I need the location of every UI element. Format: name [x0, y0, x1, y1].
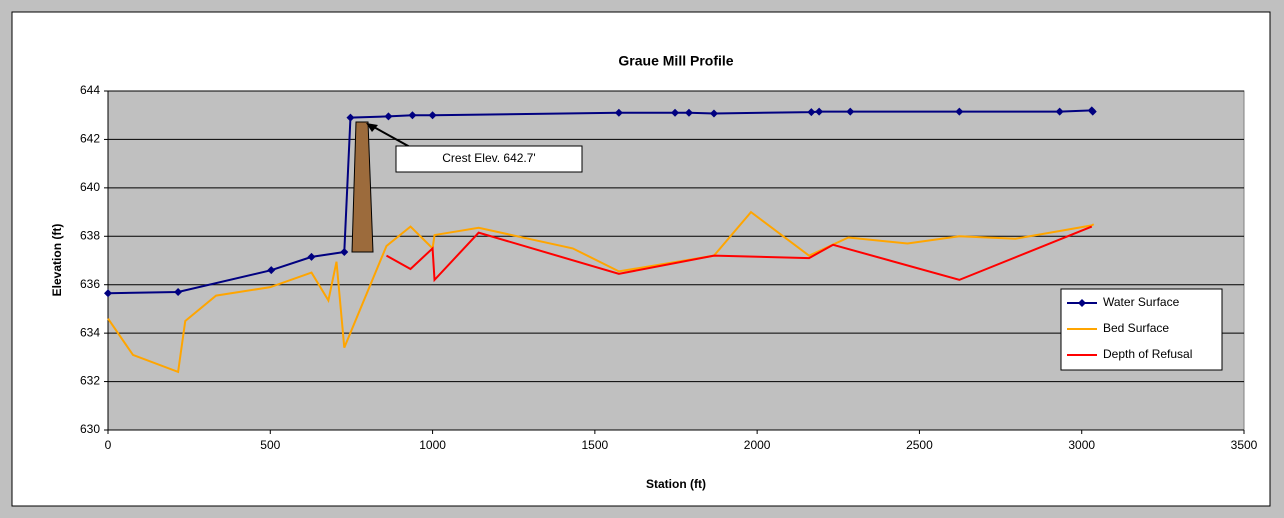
series-line — [107, 210, 1095, 374]
marker — [1055, 107, 1064, 116]
marker — [955, 107, 964, 116]
y-tick-label: 634 — [80, 325, 100, 339]
annotation: Crest Elev. 642.7' — [442, 151, 535, 165]
chart-title: Graue Mill Profile — [618, 53, 733, 69]
legend-marker — [1078, 299, 1086, 307]
y-tick-label: 636 — [80, 277, 100, 291]
arrow-head — [366, 123, 378, 132]
marker — [408, 111, 417, 120]
annotation-arrow — [371, 125, 411, 148]
x-tick-label: 1000 — [419, 438, 446, 452]
legend-label: Depth of Refusal — [1103, 347, 1192, 361]
marker — [815, 107, 824, 116]
x-tick-label: 3500 — [1231, 438, 1258, 452]
legend-label: Bed Surface — [1103, 321, 1169, 335]
marker — [267, 266, 276, 275]
y-tick-label: 642 — [80, 132, 100, 146]
grid: 630 632 634 636 638 640 642 644 0 500 1000 1500 2000… — [80, 83, 1258, 452]
x-tick-label: 0 — [105, 438, 112, 452]
y-tick-label: 644 — [80, 83, 100, 97]
x-tick-label: 500 — [260, 438, 280, 452]
series-line — [107, 109, 1094, 295]
marker — [428, 111, 437, 120]
x-tick-label: 2000 — [744, 438, 771, 452]
series — [104, 106, 1097, 374]
marker — [346, 113, 355, 122]
y-axis-label: Elevation (ft) — [50, 224, 64, 297]
plot-area — [107, 90, 1245, 431]
marker — [684, 108, 693, 117]
marker — [384, 112, 393, 121]
marker — [709, 109, 718, 118]
series-line — [385, 225, 1093, 283]
dam — [351, 121, 374, 253]
marker — [614, 108, 623, 117]
annotation-box — [395, 145, 583, 173]
marker — [846, 107, 855, 116]
x-axis-label: Station (ft) — [646, 477, 706, 491]
marker — [174, 287, 183, 296]
y-tick-label: 632 — [80, 374, 100, 388]
y-tick-label: 630 — [80, 422, 100, 436]
marker — [340, 248, 349, 257]
y-tick-label: 638 — [80, 228, 100, 242]
x-tick-label: 2500 — [906, 438, 933, 452]
x-tick-label: 3000 — [1068, 438, 1095, 452]
marker — [307, 252, 316, 261]
y-tick-label: 640 — [80, 180, 100, 194]
marker — [671, 108, 680, 117]
marker — [807, 108, 816, 117]
legend: Water Surface Bed Surface Depth of Refusal — [1060, 288, 1223, 371]
x-tick-label: 1500 — [582, 438, 609, 452]
marker — [104, 289, 112, 298]
legend-label: Water Surface — [1103, 295, 1180, 309]
marker — [1088, 107, 1097, 116]
